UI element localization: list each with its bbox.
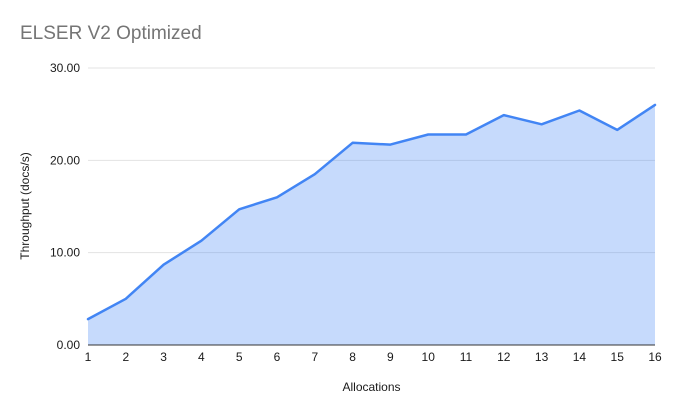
- chart-title: ELSER V2 Optimized: [20, 23, 202, 44]
- y-tick-label: 30.00: [50, 61, 80, 75]
- x-tick-label: 4: [198, 350, 205, 364]
- y-tick-label: 0.00: [57, 338, 81, 352]
- x-tick-label: 14: [573, 350, 587, 364]
- x-tick-label: 11: [460, 350, 473, 364]
- x-tick-label: 10: [422, 350, 436, 364]
- x-tick-label: 7: [311, 350, 318, 364]
- series-line: [86, 103, 657, 321]
- y-tick-label: 10.00: [50, 246, 80, 260]
- x-tick-label: 1: [85, 350, 92, 364]
- x-tick-label: 16: [648, 350, 662, 364]
- x-tick-label: 12: [497, 350, 511, 364]
- x-tick-label: 13: [535, 350, 549, 364]
- x-tick-label: 9: [387, 350, 394, 364]
- x-tick-label: 2: [122, 350, 129, 364]
- y-tick-label: 20.00: [50, 153, 80, 167]
- x-tick-label: 8: [349, 350, 356, 364]
- area-fill: [88, 104, 655, 346]
- x-tick-label: 5: [236, 350, 243, 364]
- x-axis-title: Allocations: [342, 380, 401, 394]
- x-tick-label: 3: [160, 350, 167, 364]
- x-tick-label: 15: [611, 350, 625, 364]
- x-tick-label: 6: [274, 350, 281, 364]
